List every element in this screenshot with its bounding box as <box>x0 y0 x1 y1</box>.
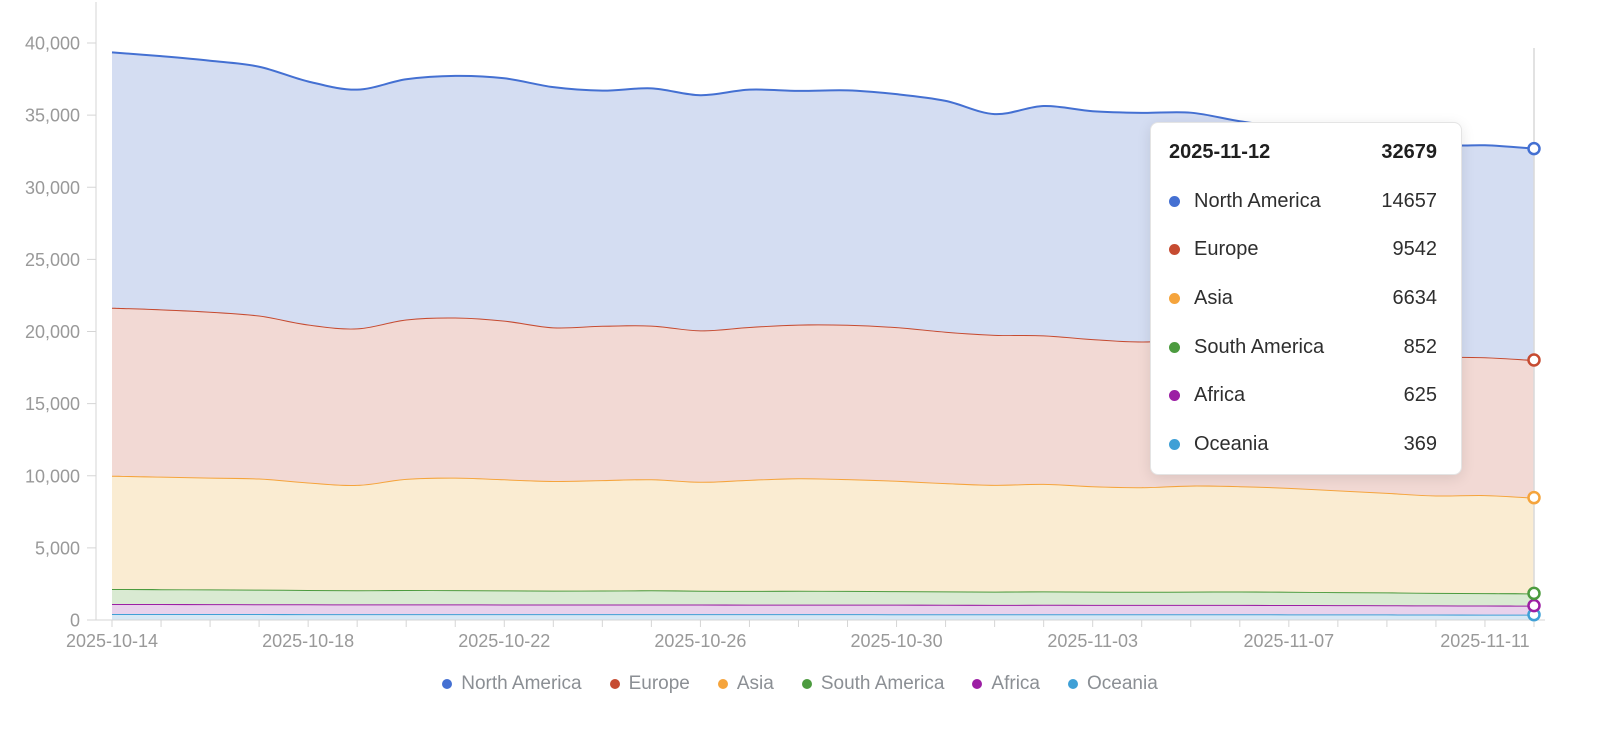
y-axis-label: 10,000 <box>25 466 80 486</box>
tooltip: 2025-11-12 32679 North America 14657 Europ… <box>1150 122 1462 475</box>
series-color-dot <box>1169 292 1180 304</box>
y-axis-label: 40,000 <box>25 34 80 54</box>
tooltip-series-value: 14657 <box>1381 189 1437 212</box>
end-marker-asia[interactable] <box>1527 490 1541 505</box>
legend-item-north-america[interactable]: North America <box>442 673 582 695</box>
tooltip-row: North America 14657 <box>1169 190 1437 213</box>
legend-item-europe[interactable]: Europe <box>609 673 690 695</box>
legend-item-africa[interactable]: Africa <box>972 673 1040 695</box>
x-axis-label: 2025-10-22 <box>458 631 550 651</box>
series-area-asia[interactable] <box>112 475 1534 594</box>
tooltip-series-name: Europe <box>1194 238 1259 261</box>
tooltip-series-value: 6634 <box>1392 286 1438 309</box>
x-axis-label: 2025-11-07 <box>1243 631 1334 651</box>
legend-color-dot <box>801 679 812 689</box>
series-color-dot <box>1169 390 1180 402</box>
end-marker-africa[interactable] <box>1527 598 1541 613</box>
end-marker-south-america[interactable] <box>1527 586 1541 601</box>
tooltip-row: Asia 6634 <box>1169 287 1437 310</box>
y-axis-label: 25,000 <box>25 250 80 270</box>
tooltip-series-value: 625 <box>1403 384 1437 407</box>
y-axis-label: 35,000 <box>25 106 80 126</box>
legend-item-asia[interactable]: Asia <box>717 673 774 695</box>
end-marker-north-america[interactable] <box>1527 141 1541 156</box>
series-color-dot <box>1169 438 1180 450</box>
y-axis-label: 5,000 <box>35 538 80 558</box>
tooltip-series-name: Oceania <box>1194 432 1269 455</box>
legend-label: North America <box>461 673 582 694</box>
tooltip-series-name: Asia <box>1194 286 1233 309</box>
series-area-oceania[interactable] <box>112 613 1534 620</box>
legend-label: South America <box>820 673 945 694</box>
tooltip-series-value: 9542 <box>1392 238 1438 261</box>
legend-item-oceania[interactable]: Oceania <box>1068 673 1158 695</box>
tooltip-total: 32679 <box>1381 141 1437 163</box>
legend-label: Europe <box>628 673 690 694</box>
y-axis-label: 30,000 <box>25 178 80 198</box>
tooltip-series-value: 852 <box>1403 335 1437 358</box>
series-color-dot <box>1169 195 1180 207</box>
x-axis-label: 2025-11-11 <box>1440 631 1529 651</box>
tooltip-series-name: South America <box>1194 335 1325 358</box>
y-axis-label: 0 <box>70 611 80 631</box>
series-color-dot <box>1169 341 1180 353</box>
tooltip-series-name: North America <box>1194 189 1321 212</box>
x-axis-label: 2025-11-03 <box>1047 631 1138 651</box>
legend: North America Europe Asia South America Afri… <box>0 668 1600 700</box>
series-color-dot <box>1169 244 1180 256</box>
legend-color-dot <box>717 679 728 689</box>
legend-label: Africa <box>991 673 1040 694</box>
x-axis-label: 2025-10-18 <box>262 631 354 651</box>
tooltip-date: 2025-11-12 <box>1169 141 1271 163</box>
legend-color-dot <box>1068 679 1078 689</box>
end-marker-europe[interactable] <box>1527 353 1541 367</box>
tooltip-row: Oceania 369 <box>1169 433 1437 456</box>
series-area-africa[interactable] <box>112 603 1534 615</box>
x-axis-label: 2025-10-30 <box>851 631 943 651</box>
tooltip-row: Europe 9542 <box>1169 238 1437 261</box>
tooltip-series-name: Africa <box>1194 384 1246 407</box>
tooltip-series-value: 369 <box>1403 432 1437 455</box>
tooltip-header: 2025-11-12 32679 <box>1169 141 1437 164</box>
x-axis-label: 2025-10-14 <box>66 631 158 651</box>
legend-label: Oceania <box>1087 673 1158 694</box>
legend-label: Asia <box>736 673 774 694</box>
tooltip-row: Africa 625 <box>1169 384 1437 407</box>
legend-color-dot <box>972 679 983 689</box>
y-axis-label: 20,000 <box>25 322 80 342</box>
series-area-south-america[interactable] <box>112 588 1534 606</box>
tooltip-row: South America 852 <box>1169 336 1437 359</box>
y-axis-label: 15,000 <box>25 394 80 414</box>
legend-color-dot <box>442 679 453 689</box>
legend-color-dot <box>609 679 620 689</box>
x-axis-label: 2025-10-26 <box>654 631 746 651</box>
legend-item-south-america[interactable]: South America <box>801 673 945 695</box>
